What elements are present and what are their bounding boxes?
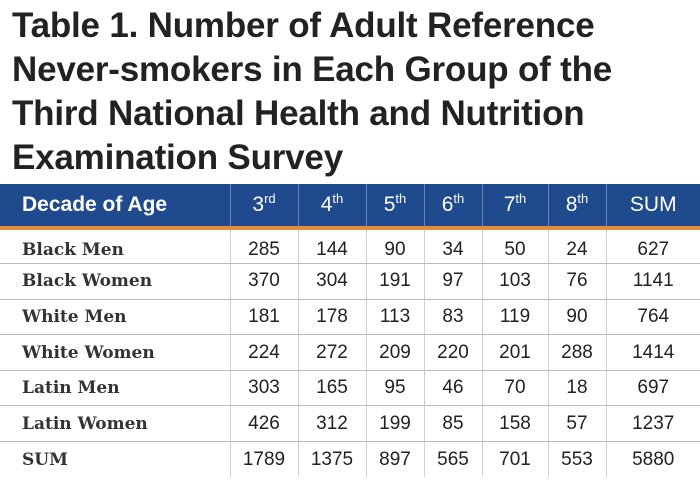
table-row-sum: SUM 1789 1375 897 565 701 553 5880: [0, 441, 700, 478]
table-cell: 181: [229, 299, 298, 336]
row-label: Latin Men: [0, 370, 230, 407]
table-cell: 701: [481, 441, 548, 478]
row-label: Black Women: [0, 263, 230, 300]
table-cell: 57: [547, 405, 606, 443]
table-cell: 5880: [605, 441, 700, 478]
column-number: 4: [320, 193, 333, 216]
column-number: 6: [441, 193, 454, 216]
corner-header: Decade of Age: [0, 184, 230, 230]
table-cell: 113: [365, 299, 424, 336]
table-cell: 288: [547, 334, 606, 371]
table-cell: 85: [423, 405, 482, 443]
table-cell: 97: [423, 263, 482, 300]
column-header: 6th: [423, 184, 482, 230]
table-cell: 83: [423, 299, 482, 336]
table-cell: 18: [547, 370, 606, 407]
column-header: SUM: [605, 184, 700, 230]
table-cell: 224: [229, 334, 298, 371]
ordinal-suffix: th: [453, 191, 465, 206]
table-row: White Men 181 178 113 83 119 90 764: [0, 299, 700, 336]
table-cell: 209: [365, 334, 424, 371]
column-header: 7th: [481, 184, 548, 230]
table-cell: 553: [547, 441, 606, 478]
row-label: White Men: [0, 299, 230, 336]
row-label: Latin Women: [0, 405, 230, 443]
row-label: White Women: [0, 334, 230, 371]
data-table: Decade of Age 3rd 4th 5th 6th 7th 8th SU…: [0, 184, 700, 478]
table-row: Black Men 285 144 90 34 50 24 627: [0, 228, 700, 265]
column-header: 5th: [365, 184, 424, 230]
table-cell: 1141: [605, 263, 700, 300]
table-cell: 220: [423, 334, 482, 371]
row-label: SUM: [22, 449, 68, 470]
column-number: 5: [383, 193, 396, 216]
column-header: 4th: [297, 184, 366, 230]
table-cell: 697: [605, 370, 700, 407]
header-row: Decade of Age 3rd 4th 5th 6th 7th 8th SU…: [0, 184, 700, 230]
table-cell: 1789: [229, 441, 298, 478]
table-cell: 1237: [605, 405, 700, 443]
table-cell: 303: [229, 370, 298, 407]
table-cell: 178: [297, 299, 366, 336]
table-cell: 90: [547, 299, 606, 336]
table-cell: 764: [605, 299, 700, 336]
table-cell: 165: [297, 370, 366, 407]
table-cell: 158: [481, 405, 548, 443]
table-cell: 24: [547, 228, 606, 265]
table-cell: 1414: [605, 334, 700, 371]
table-cell: 426: [229, 405, 298, 443]
table-row: Latin Men 303 165 95 46 70 18 697: [0, 370, 700, 407]
column-header: 3rd: [229, 184, 298, 230]
row-label: Black Men: [0, 228, 230, 265]
table-title: Table 1. Number of Adult Reference Never…: [12, 6, 613, 177]
ordinal-suffix: th: [395, 191, 407, 206]
table-cell: 565: [423, 441, 482, 478]
table-cell: 285: [229, 228, 298, 265]
table-cell: 370: [229, 263, 298, 300]
table-row: White Women 224 272 209 220 201 288 1414: [0, 334, 700, 371]
table-cell: 199: [365, 405, 424, 443]
table-cell: 119: [481, 299, 548, 336]
table-cell: 627: [605, 228, 700, 265]
table-cell: 34: [423, 228, 482, 265]
table-cell: 50: [481, 228, 548, 265]
table-cell: 76: [547, 263, 606, 300]
ordinal-suffix: th: [577, 191, 589, 206]
table-cell: 304: [297, 263, 366, 300]
column-number: SUM: [629, 193, 677, 216]
table-cell: 95: [365, 370, 424, 407]
table-cell: 103: [481, 263, 548, 300]
table-cell: 272: [297, 334, 366, 371]
table-row: Black Women 370 304 191 97 103 76 1141: [0, 263, 700, 300]
table-cell: 144: [297, 228, 366, 265]
table-cell: 312: [297, 405, 366, 443]
table-cell: 46: [423, 370, 482, 407]
table-cell: 201: [481, 334, 548, 371]
table-cell: 70: [481, 370, 548, 407]
column-number: 7: [503, 193, 516, 216]
ordinal-suffix: rd: [264, 191, 276, 206]
column-header: 8th: [547, 184, 606, 230]
table-cell: 90: [365, 228, 424, 265]
column-number: 3: [252, 193, 265, 216]
table-cell: 1375: [297, 441, 366, 478]
table-row: Latin Women 426 312 199 85 158 57 1237: [0, 405, 700, 443]
table-cell: 897: [365, 441, 424, 478]
column-number: 8: [565, 193, 578, 216]
ordinal-suffix: th: [332, 191, 344, 206]
table-cell: 191: [365, 263, 424, 300]
ordinal-suffix: th: [515, 191, 527, 206]
